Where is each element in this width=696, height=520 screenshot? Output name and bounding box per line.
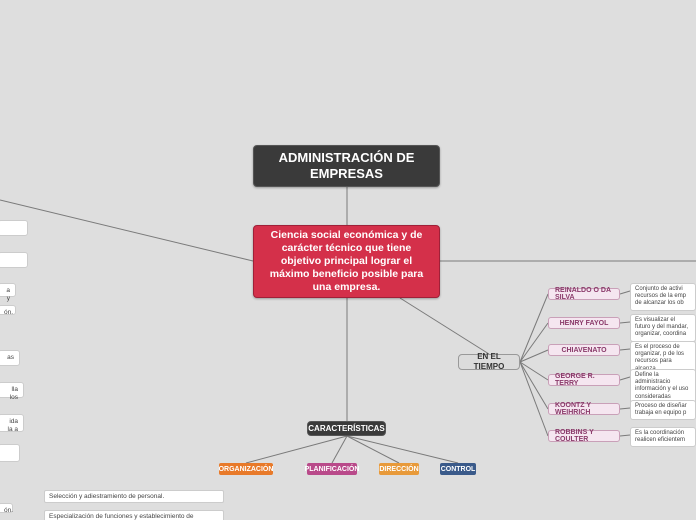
characteristic-pill-1[interactable]: PLANIFICACIÓN [307,463,357,475]
left-fragment-5[interactable]: lla los [0,382,24,398]
author-name: KOONTZ Y WEIHRICH [555,402,613,416]
characteristic-pill-0[interactable]: ORGANIZACIÓN [219,463,273,475]
author-desc-1[interactable]: Es visualizar el futuro y del mandar, or… [630,314,696,342]
author-name: ROBBINS Y COULTER [555,429,613,443]
left-fragment-3[interactable]: ón. [0,305,16,315]
description-node[interactable]: Ciencia social económica y de carácter t… [253,225,440,298]
author-node-4[interactable]: KOONTZ Y WEIHRICH [548,403,620,415]
author-desc-4[interactable]: Proceso de diseñar trabaja en equipo p [630,400,696,420]
left-fragment-6[interactable]: ida la a [0,414,24,432]
author-name: GEORGE R. TERRY [555,373,613,387]
left-fragment-7[interactable] [0,444,20,462]
bottom-fragment-1[interactable]: Especialización de funciones y estableci… [44,510,224,520]
author-node-2[interactable]: CHIAVENATO [548,344,620,356]
author-desc-0[interactable]: Conjunto de activi recursos de la emp de… [630,283,696,311]
caracteristicas-text: CARACTERÍSTICAS [308,424,384,434]
characteristic-pill-3[interactable]: CONTROL [440,463,476,475]
left-fragment-1[interactable] [0,252,28,268]
author-name: CHIAVENATO [561,347,606,354]
root-title-text: ADMINISTRACIÓN DE EMPRESAS [262,150,431,183]
description-text: Ciencia social económica y de carácter t… [262,229,431,295]
pill-label: ORGANIZACIÓN [219,466,274,473]
en-el-tiempo-text: EN EL TIEMPO [467,352,511,372]
author-node-0[interactable]: REINALDO O DA SILVA [548,288,620,300]
pill-label: DIRECCIÓN [379,466,418,473]
author-name: REINALDO O DA SILVA [555,287,613,301]
left-fragment-2[interactable]: a y [0,283,16,297]
en-el-tiempo-node[interactable]: EN EL TIEMPO [458,354,520,370]
author-name: HENRY FAYOL [560,320,609,327]
pill-label: PLANIFICACIÓN [305,466,360,473]
left-fragment-4[interactable]: as [0,350,20,366]
author-desc-5[interactable]: Es la coordinación realicen eficientem [630,427,696,447]
root-title-node[interactable]: ADMINISTRACIÓN DE EMPRESAS [253,145,440,187]
author-node-1[interactable]: HENRY FAYOL [548,317,620,329]
characteristic-pill-2[interactable]: DIRECCIÓN [379,463,419,475]
caracteristicas-node[interactable]: CARACTERÍSTICAS [307,421,386,436]
left-fragment-8[interactable]: ón. [0,503,13,513]
pill-label: CONTROL [441,466,476,473]
author-node-3[interactable]: GEORGE R. TERRY [548,374,620,386]
bottom-fragment-0[interactable]: Selección y adiestramiento de personal. [44,490,224,503]
author-node-5[interactable]: ROBBINS Y COULTER [548,430,620,442]
mindmap-canvas[interactable]: ADMINISTRACIÓN DE EMPRESAS Ciencia socia… [0,0,696,520]
left-fragment-0[interactable] [0,220,28,236]
